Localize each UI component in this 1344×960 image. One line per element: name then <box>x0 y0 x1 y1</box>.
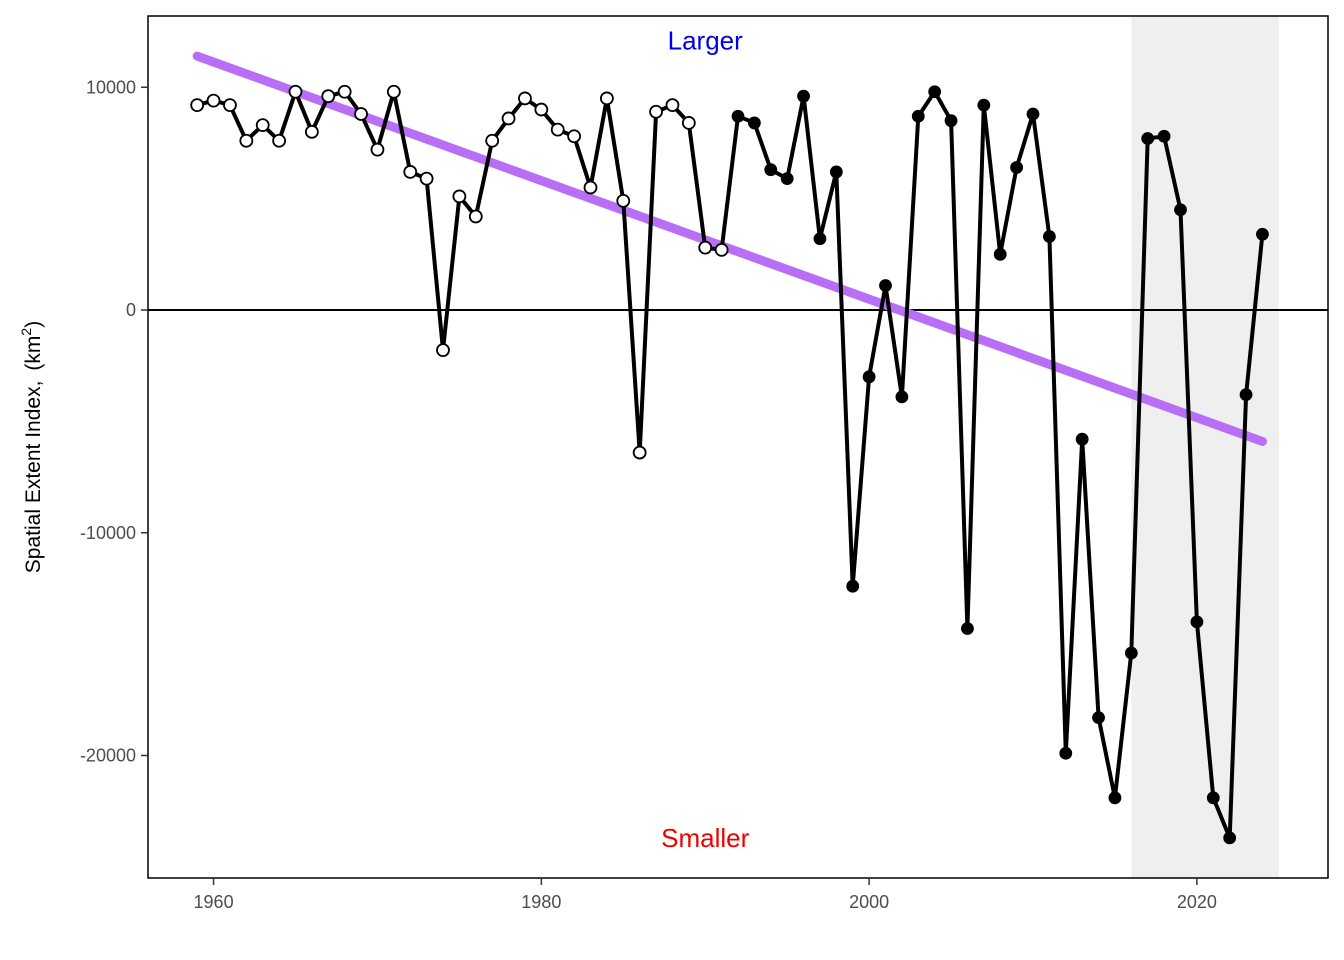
data-point <box>337 84 352 99</box>
plot-panel-border <box>147 15 1329 879</box>
x-tick-label: 2020 <box>1177 892 1217 912</box>
data-point <box>632 445 647 460</box>
data-point <box>583 180 598 195</box>
data-point <box>354 107 368 121</box>
y-tick-label: -10000 <box>80 523 136 543</box>
data-point <box>1206 791 1220 805</box>
data-point <box>911 109 925 123</box>
data-point <box>698 240 713 255</box>
data-point <box>731 109 745 123</box>
data-point <box>1141 132 1155 145</box>
data-point <box>599 91 614 106</box>
data-point <box>321 89 336 104</box>
data-point <box>1042 230 1056 243</box>
data-point <box>518 91 532 106</box>
data-point <box>1075 432 1089 446</box>
shaded-region <box>1131 16 1279 878</box>
y-tick-label: 10000 <box>86 77 136 97</box>
data-point <box>534 102 549 117</box>
data-point <box>1059 746 1073 760</box>
y-tick-label: 0 <box>126 300 136 320</box>
data-point <box>550 122 565 137</box>
data-point <box>1256 227 1269 241</box>
data-point <box>780 172 794 185</box>
data-point <box>813 232 827 246</box>
data-point <box>1174 203 1187 217</box>
data-point <box>255 118 270 133</box>
data-point <box>223 98 237 112</box>
data-point <box>928 85 942 99</box>
data-point <box>452 189 467 204</box>
data-point <box>1223 831 1237 845</box>
data-point <box>436 343 450 358</box>
y-axis-unit-base: (km <box>22 336 45 371</box>
data-point <box>304 124 319 139</box>
data-point <box>386 84 401 99</box>
data-point <box>206 93 221 108</box>
data-point <box>370 142 385 157</box>
y-axis-unit-exponent: 2 <box>18 328 34 336</box>
data-point <box>501 111 516 126</box>
data-point <box>419 171 434 186</box>
data-point <box>288 84 303 99</box>
data-point <box>649 104 663 119</box>
data-point <box>190 98 205 112</box>
y-axis-unit-close: ) <box>22 321 45 328</box>
data-point <box>846 579 860 593</box>
data-point <box>567 129 582 144</box>
data-point <box>829 165 843 179</box>
data-point <box>961 622 974 635</box>
y-axis-title-text: Spatial Extent Index, <box>22 381 45 574</box>
data-point <box>1190 615 1204 629</box>
y-axis: -20000 -10000 0 10000 <box>80 77 148 765</box>
data-point <box>1092 711 1105 725</box>
y-tick-label: -20000 <box>80 745 136 765</box>
data-point <box>862 370 876 384</box>
x-tick-label: 1980 <box>521 892 561 912</box>
data-point <box>764 163 778 177</box>
data-point <box>714 242 729 257</box>
data-point <box>239 133 254 148</box>
y-axis-title: Spatial Extent Index, (km2) <box>18 321 45 573</box>
data-point <box>468 209 483 224</box>
x-axis: 1960 1980 2000 2020 <box>194 878 1217 912</box>
data-point <box>895 390 909 404</box>
data-point <box>1157 129 1171 143</box>
series-layer <box>190 84 1269 845</box>
x-tick-label: 1960 <box>194 892 234 912</box>
data-point <box>1010 161 1024 174</box>
trend-line <box>192 51 1267 446</box>
x-tick-label: 2000 <box>849 892 889 912</box>
data-point <box>681 116 696 130</box>
data-point <box>879 279 892 292</box>
data-point <box>797 89 810 103</box>
data-point <box>1108 791 1122 805</box>
data-point <box>1124 646 1138 660</box>
data-point <box>1026 107 1040 121</box>
data-point <box>977 98 991 112</box>
annotation-smaller: Smaller <box>661 823 749 853</box>
data-point <box>665 98 680 112</box>
data-point <box>1239 388 1253 402</box>
trend-line-layer <box>192 51 1267 446</box>
data-point <box>485 133 500 148</box>
data-point <box>944 114 958 128</box>
data-point <box>747 116 761 130</box>
data-point <box>403 165 418 179</box>
data-point <box>993 247 1007 261</box>
data-point <box>616 193 631 208</box>
annotation-larger: Larger <box>668 26 743 56</box>
data-point <box>272 133 287 148</box>
